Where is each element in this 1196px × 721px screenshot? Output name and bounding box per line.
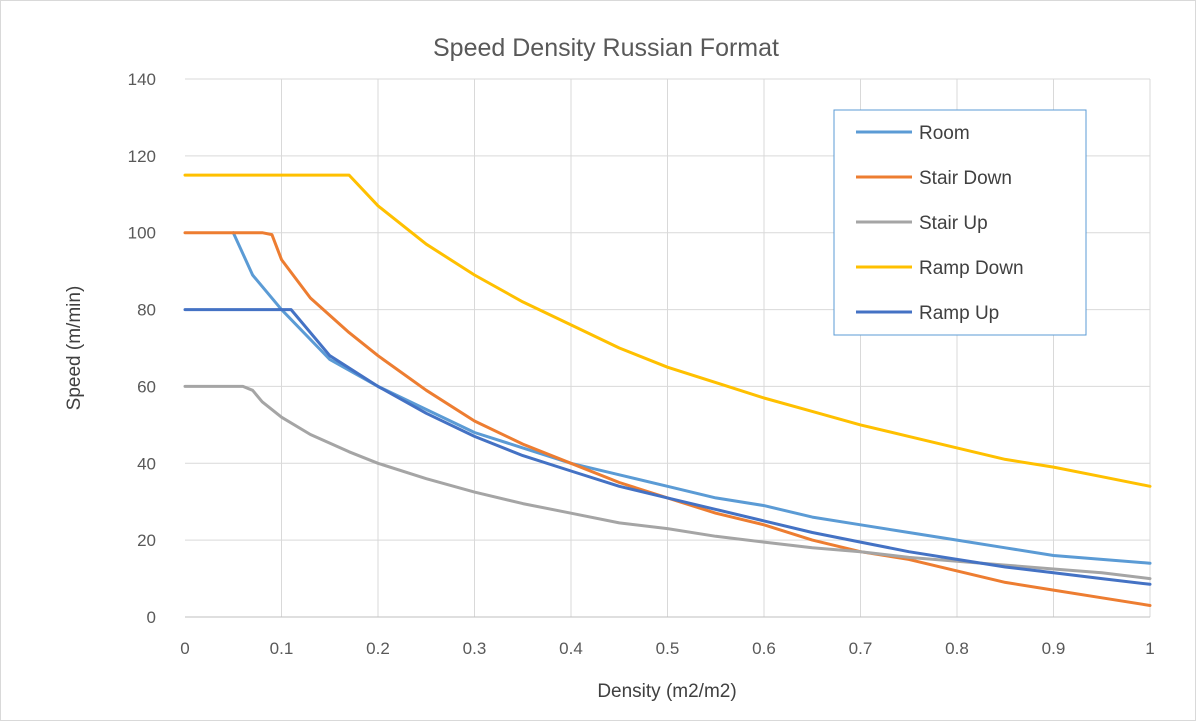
- y-tick-label: 60: [137, 377, 156, 396]
- series-line-room: [231, 231, 1152, 565]
- y-tick-label: 100: [128, 224, 156, 243]
- x-tick-label: 0.1: [270, 639, 294, 658]
- axes: 0 0.1 0.2 0.3 0.4 0.5 0.6 0.7 0.8 0.9 1 0 20 40 60 80 10…: [128, 70, 1155, 658]
- y-tick-label: 40: [137, 454, 156, 473]
- legend-label: Stair Up: [919, 213, 988, 234]
- x-tick-label: 0: [180, 639, 189, 658]
- legend-label: Ramp Down: [919, 258, 1024, 279]
- legend-label: Ramp Up: [919, 303, 999, 324]
- series-line-ramp-down: [183, 173, 1152, 488]
- x-tick-label: 0.3: [463, 639, 487, 658]
- x-axis-title: Density (m2/m2): [597, 681, 736, 702]
- series-line-stair-down: [183, 231, 1152, 607]
- x-tick-label: 0.8: [945, 639, 969, 658]
- x-tick-label: 0.5: [656, 639, 680, 658]
- legend-label: Stair Down: [919, 168, 1012, 189]
- x-tick-label: 0.2: [366, 639, 390, 658]
- legend: Room Stair Down Stair Up Ramp Down Ramp Up: [833, 109, 1087, 336]
- x-tick-label: 1: [1145, 639, 1154, 658]
- x-tick-label: 0.6: [752, 639, 776, 658]
- legend-label: Room: [919, 123, 970, 144]
- y-tick-label: 140: [128, 70, 156, 89]
- x-tick-label: 0.7: [849, 639, 873, 658]
- y-axis-title: Speed (m/min): [64, 286, 85, 411]
- x-tick-label: 0.9: [1042, 639, 1066, 658]
- series-line-ramp-up: [183, 308, 1152, 586]
- series-lines: [183, 173, 1152, 607]
- y-tick-label: 20: [137, 531, 156, 550]
- y-tick-label: 0: [147, 608, 156, 627]
- x-tick-label: 0.4: [559, 639, 583, 658]
- y-tick-label: 80: [137, 301, 156, 320]
- y-tick-label: 120: [128, 147, 156, 166]
- chart-title: Speed Density Russian Format: [433, 34, 779, 62]
